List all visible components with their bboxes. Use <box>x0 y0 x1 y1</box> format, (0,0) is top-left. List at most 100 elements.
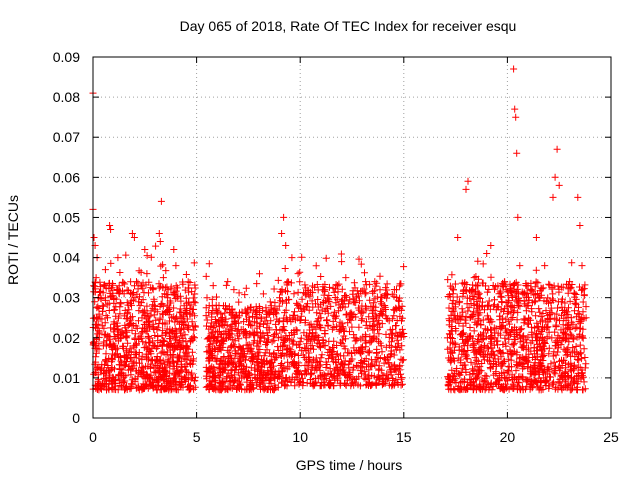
data-point <box>278 360 286 367</box>
data-point <box>150 297 158 305</box>
data-point <box>552 321 560 329</box>
data-point <box>156 303 164 310</box>
data-point <box>534 340 542 348</box>
data-point <box>534 333 542 341</box>
data-point <box>535 293 543 301</box>
data-point <box>150 368 158 376</box>
data-point <box>582 303 590 311</box>
data-point <box>182 294 190 302</box>
data-point <box>344 374 352 382</box>
data-point <box>276 371 284 379</box>
data-point <box>492 362 500 370</box>
data-point <box>271 305 279 313</box>
data-point <box>271 331 278 339</box>
data-point <box>226 373 234 381</box>
data-point <box>445 304 453 312</box>
data-point <box>141 246 149 253</box>
data-point <box>324 321 332 329</box>
data-point <box>92 274 100 282</box>
data-point <box>130 234 138 241</box>
data-point <box>265 324 273 332</box>
data-point <box>354 381 362 389</box>
data-point <box>461 361 469 369</box>
data-point <box>100 331 108 339</box>
data-point <box>322 254 330 262</box>
data-point <box>283 279 291 287</box>
data-point <box>181 286 189 294</box>
data-point <box>485 345 492 353</box>
data-point <box>251 318 259 326</box>
data-point <box>268 358 276 366</box>
data-point <box>153 353 161 360</box>
data-point <box>580 373 587 381</box>
data-point <box>398 342 406 350</box>
data-point <box>452 325 460 332</box>
data-point <box>400 330 408 337</box>
data-point <box>496 377 504 385</box>
data-point <box>303 331 310 339</box>
data-point <box>160 337 168 345</box>
data-point <box>477 351 485 358</box>
data-point <box>208 295 216 303</box>
data-point <box>293 368 301 375</box>
data-point <box>209 373 216 380</box>
data-point <box>205 386 213 394</box>
data-point <box>336 304 344 312</box>
data-point <box>370 287 378 295</box>
data-point <box>118 359 126 367</box>
data-point <box>382 284 390 292</box>
data-point <box>539 284 547 292</box>
data-point <box>114 386 122 394</box>
data-point <box>337 250 345 258</box>
data-point <box>481 325 489 333</box>
data-point <box>219 384 227 392</box>
y-tick-label: 0.09 <box>53 49 80 65</box>
data-point <box>96 366 104 374</box>
data-point <box>569 335 577 343</box>
data-point <box>518 288 526 296</box>
data-point <box>282 287 289 295</box>
data-point <box>313 366 321 374</box>
data-point <box>139 364 147 372</box>
data-point <box>498 324 506 332</box>
data-point <box>578 262 586 270</box>
data-point <box>339 296 347 304</box>
data-point <box>209 324 217 331</box>
data-point <box>516 338 524 346</box>
data-point <box>340 328 348 335</box>
data-point <box>548 284 556 292</box>
data-point <box>267 306 275 314</box>
data-point <box>94 377 102 385</box>
data-point <box>504 298 512 306</box>
data-point <box>486 364 494 371</box>
data-point <box>387 338 395 346</box>
data-point <box>375 362 383 370</box>
data-point <box>179 337 187 345</box>
data-point <box>467 358 475 366</box>
data-point <box>576 341 584 349</box>
data-point <box>491 379 499 387</box>
data-point <box>452 379 460 387</box>
data-point <box>244 372 252 380</box>
data-point <box>521 300 529 308</box>
data-point <box>350 334 358 342</box>
data-point <box>478 360 486 367</box>
data-point <box>383 370 391 378</box>
data-point <box>173 362 180 370</box>
data-point <box>496 384 504 392</box>
data-point <box>329 284 337 292</box>
data-point <box>142 339 150 347</box>
data-point <box>272 354 280 362</box>
data-point <box>248 322 256 330</box>
data-point <box>284 278 292 286</box>
data-point <box>573 356 581 363</box>
data-point <box>451 386 459 394</box>
data-point <box>485 357 493 365</box>
data-point <box>137 268 145 276</box>
data-point <box>275 347 283 354</box>
data-point <box>520 319 528 327</box>
data-point <box>481 374 489 382</box>
data-point <box>178 332 186 340</box>
data-point <box>297 334 305 342</box>
data-point <box>529 354 537 361</box>
